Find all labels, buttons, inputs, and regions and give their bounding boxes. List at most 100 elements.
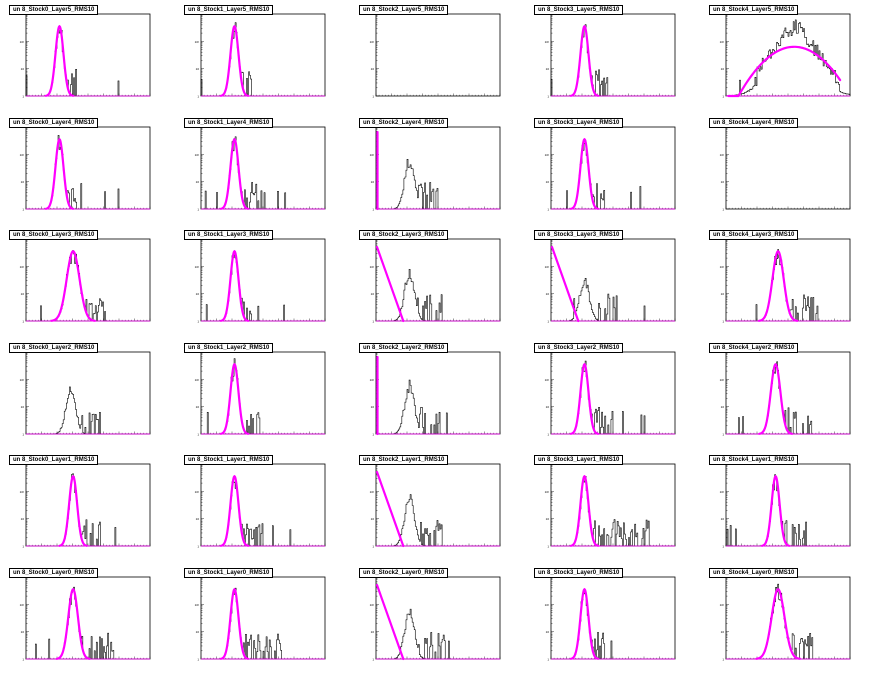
fit-curve [569, 137, 600, 210]
y-tick-label: 10 [721, 517, 725, 521]
histogram-svg: 1 10 10² [195, 126, 326, 211]
y-tick-label: 10² [545, 490, 549, 494]
histogram-svg: 1 10 10² [720, 576, 851, 661]
y-tick-label: 1 [547, 657, 549, 661]
y-tick-label: 10 [546, 630, 550, 634]
histogram-title: un 8_Stock0_Layer2_RMS10 [9, 342, 99, 353]
histogram-svg: 1 10 10² [20, 351, 151, 436]
histogram-panel: 1 10 10² un 8_Stock3_Layer1_RMS10 [525, 450, 700, 563]
y-tick-label: 10 [371, 405, 375, 409]
y-tick-label: 1 [372, 95, 374, 99]
histogram-panel: 1 10 10² un 8_Stock4_Layer0_RMS10 [700, 563, 875, 675]
plot-frame [25, 576, 151, 659]
histogram-bars [201, 357, 325, 434]
plot-frame [375, 463, 501, 547]
y-tick-label: 10 [196, 405, 200, 409]
y-tick-label: 1 [197, 207, 199, 211]
histogram-title: un 8_Stock1_Layer1_RMS10 [184, 455, 274, 465]
fit-curve [758, 362, 794, 435]
y-tick-label: 10² [720, 490, 724, 494]
histogram-title: un 8_Stock2_Layer3_RMS10 [359, 230, 449, 240]
plot-frame [550, 13, 676, 97]
histogram-title: un 8_Stock2_Layer0_RMS10 [359, 567, 449, 578]
histogram-title: un 8_Stock4_Layer0_RMS10 [709, 567, 799, 578]
y-tick-label: 1 [722, 95, 724, 99]
plot-frame [550, 463, 676, 547]
y-tick-label: 10 [721, 292, 725, 296]
fit-curve [760, 474, 791, 547]
plot-frame [375, 351, 501, 434]
y-tick-label: 10² [195, 265, 199, 269]
y-tick-label: 10 [546, 180, 550, 184]
y-tick-label: 1 [372, 657, 374, 661]
y-tick-label: 10 [721, 67, 725, 71]
y-tick-label: 10 [721, 405, 725, 409]
y-tick-label: 1 [547, 207, 549, 211]
histogram-panel: 1 10 10² un 8_Stock1_Layer0_RMS10 [175, 563, 350, 675]
histogram-panel: 1 10 10² un 8_Stock4_Layer1_RMS10 [700, 450, 875, 563]
histogram-panel: 1 10 10² un 8_Stock3_Layer3_RMS10 [525, 225, 700, 338]
fit-curve [727, 45, 842, 98]
histogram-panel: 1 10 10² un 8_Stock0_Layer4_RMS10 [0, 113, 175, 226]
histogram-bars [551, 590, 675, 659]
plot-frame [375, 13, 501, 97]
fit-curve [219, 137, 250, 210]
histogram-svg: 1 10 10² [20, 126, 151, 211]
y-tick-label: 10² [195, 152, 199, 156]
histogram-panel: 1 10 10² un 8_Stock3_Layer5_RMS10 [525, 0, 700, 113]
fit-curve [550, 245, 580, 323]
histogram-title: un 8_Stock1_Layer3_RMS10 [184, 230, 274, 240]
fit-curve [55, 587, 91, 660]
histogram-svg: 1 10 10² [370, 13, 501, 99]
y-tick-label: 10 [196, 517, 200, 521]
histogram-panel: 1 10 10² un 8_Stock1_Layer3_RMS10 [175, 225, 350, 338]
y-tick-label: 10² [720, 152, 724, 156]
histogram-svg: 1 10 10² [370, 463, 501, 549]
y-tick-label: 10 [546, 292, 550, 296]
y-tick-label: 1 [372, 432, 374, 436]
histogram-svg: 1 10 10² [720, 13, 851, 99]
histogram-panel: 1 10 10² un 8_Stock4_Layer4_RMS10 [700, 113, 875, 226]
histogram-title: un 8_Stock0_Layer3_RMS10 [9, 230, 99, 240]
fit-curve [44, 137, 75, 210]
histogram-bars [201, 481, 325, 547]
plot-frame [550, 126, 676, 209]
histogram-bars [26, 134, 150, 209]
histogram-title: un 8_Stock2_Layer2_RMS10 [359, 342, 449, 353]
y-tick-label: 10 [21, 630, 25, 634]
y-tick-label: 1 [22, 545, 24, 549]
y-tick-label: 10 [21, 180, 25, 184]
y-tick-label: 10² [545, 602, 549, 606]
histogram-title: un 8_Stock4_Layer1_RMS10 [709, 455, 799, 465]
histogram-svg: 1 10 10² [20, 13, 151, 99]
histogram-title: un 8_Stock4_Layer4_RMS10 [709, 117, 799, 128]
y-tick-label: 10 [196, 67, 200, 71]
y-tick-label: 10² [20, 265, 24, 269]
histogram-svg: 1 10 10² [370, 576, 501, 661]
plot-frame [725, 463, 851, 547]
histogram-svg: 1 10 10² [370, 238, 501, 324]
y-tick-label: 1 [22, 207, 24, 211]
histogram-panel: 1 10 10² un 8_Stock2_Layer1_RMS10 [350, 450, 525, 563]
fit-curve [219, 587, 250, 660]
histogram-bars [726, 361, 850, 434]
histogram-panel: 1 10 10² un 8_Stock3_Layer2_RMS10 [525, 338, 700, 451]
histogram-panel: 1 10 10² un 8_Stock3_Layer0_RMS10 [525, 563, 700, 675]
y-tick-label: 10 [371, 180, 375, 184]
y-tick-label: 1 [722, 657, 724, 661]
histogram-title: un 8_Stock3_Layer5_RMS10 [534, 5, 624, 15]
histogram-svg: 1 10 10² [195, 576, 326, 661]
fit-curve [44, 24, 75, 97]
y-tick-label: 10 [21, 405, 25, 409]
y-tick-label: 10² [720, 265, 724, 269]
histogram-panel: 1 10 10² un 8_Stock4_Layer2_RMS10 [700, 338, 875, 451]
y-tick-label: 10 [21, 517, 25, 521]
histogram-title: un 8_Stock0_Layer5_RMS10 [9, 5, 99, 15]
plot-frame [200, 351, 326, 434]
y-tick-label: 1 [22, 320, 24, 324]
fit-curve [219, 249, 250, 322]
histogram-bars [551, 476, 675, 547]
y-tick-label: 1 [197, 95, 199, 99]
y-tick-label: 10² [20, 490, 24, 494]
histogram-title: un 8_Stock2_Layer1_RMS10 [359, 455, 449, 465]
